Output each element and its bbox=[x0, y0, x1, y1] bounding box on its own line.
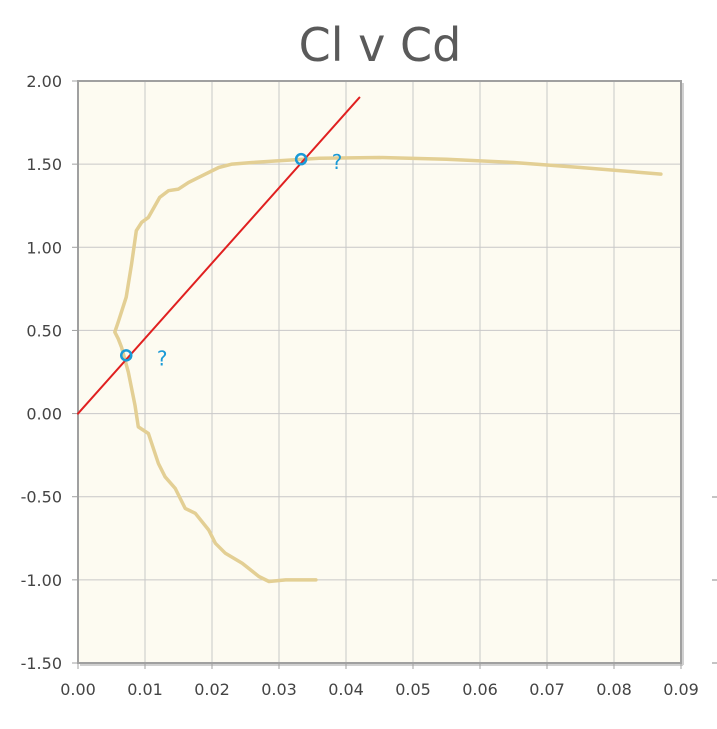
frame-border bbox=[77, 80, 682, 664]
x-tick-label: 0.04 bbox=[328, 680, 364, 699]
markers-group: ?? bbox=[119, 150, 343, 370]
marker-label: ? bbox=[157, 346, 168, 370]
x-tick-label: 0.08 bbox=[596, 680, 632, 699]
y-tick-label: 0.50 bbox=[26, 321, 62, 340]
right-edge-marks bbox=[712, 496, 717, 664]
y-tick-label: 0.00 bbox=[26, 405, 62, 424]
y-tick-label: -1.50 bbox=[21, 654, 62, 673]
plot-frame bbox=[77, 80, 684, 666]
x-tick-label: 0.03 bbox=[261, 680, 297, 699]
y-tick-label: 1.50 bbox=[26, 155, 62, 174]
x-tick-label: 0.00 bbox=[60, 680, 96, 699]
x-tick-label: 0.06 bbox=[462, 680, 498, 699]
plot-area bbox=[78, 81, 681, 663]
y-tick-label: -1.00 bbox=[21, 571, 62, 590]
x-tick-label: 0.07 bbox=[529, 680, 565, 699]
marker-point bbox=[294, 152, 308, 166]
y-tick-label: -0.50 bbox=[21, 488, 62, 507]
polar-curve bbox=[113, 155, 663, 584]
x-axis: 0.00 0.01 0.02 0.03 0.04 0.05 0.06 0.07 0.08 0.09 bbox=[60, 663, 699, 699]
x-tick-label: 0.02 bbox=[194, 680, 230, 699]
chart-title: Cl v Cd bbox=[298, 18, 462, 72]
x-tick-label: 0.09 bbox=[663, 680, 699, 699]
marker-label: ? bbox=[332, 150, 343, 174]
x-tick-label: 0.01 bbox=[127, 680, 163, 699]
marker-point bbox=[119, 349, 133, 362]
x-tick-label: 0.05 bbox=[395, 680, 431, 699]
y-tick-label: 1.00 bbox=[26, 238, 62, 257]
y-tick-label: 2.00 bbox=[26, 72, 62, 91]
y-axis: 2.00 1.50 1.00 0.50 0.00 -0.50 -1.00 -1.50 bbox=[21, 72, 78, 673]
